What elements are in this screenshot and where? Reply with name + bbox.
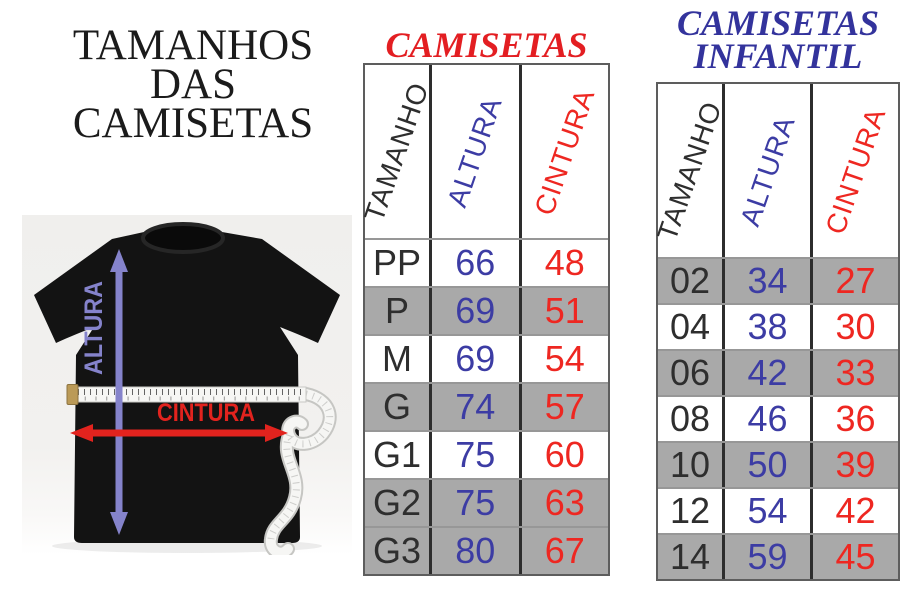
size-cell: 06 <box>669 352 711 393</box>
page-title-line-2: DAS <box>149 61 237 108</box>
tape-end-tab <box>66 384 79 405</box>
header-cell-cintura: CINTURA <box>518 65 609 238</box>
altura-cell: 75 <box>429 480 519 526</box>
size-cell: 10 <box>669 444 711 485</box>
kids-title-line-2: INFANTIL <box>693 36 863 76</box>
altura-cell: 59 <box>722 535 810 579</box>
page-title: TAMANHOS DAS CAMISETAS <box>33 22 353 147</box>
cintura-cell: 27 <box>810 259 898 303</box>
table-row: M 69 54 <box>365 334 608 382</box>
kids-table-header: TAMANHO ALTURA CINTURA <box>651 84 898 257</box>
table-row: 02 34 27 <box>658 257 898 303</box>
col-header-tamanho: TAMANHO <box>651 96 728 244</box>
size-cell: P <box>384 290 409 331</box>
header-cell-altura: ALTURA <box>722 84 810 257</box>
size-cell: 04 <box>669 306 711 347</box>
size-cell: 02 <box>669 260 711 301</box>
size-cell: G3 <box>372 530 422 571</box>
measuring-tape <box>66 384 337 555</box>
cintura-cell: 57 <box>518 384 609 430</box>
altura-cell: 69 <box>429 336 519 382</box>
cintura-cell: 48 <box>518 240 609 286</box>
page-title-line-1: TAMANHOS <box>72 22 314 69</box>
cintura-cell: 63 <box>518 480 609 526</box>
table-row: G 74 57 <box>365 382 608 430</box>
header-cell-tamanho: TAMANHO <box>651 84 727 257</box>
cintura-cell: 54 <box>518 336 609 382</box>
altura-cell: 42 <box>722 351 810 395</box>
size-cell: M <box>382 338 412 379</box>
altura-cell: 50 <box>722 443 810 487</box>
size-cell: 14 <box>669 536 711 577</box>
altura-cell: 66 <box>429 240 519 286</box>
tshirt-photo: ALTURA CINTURA <box>22 215 352 555</box>
table-row: G2 75 63 <box>365 478 608 526</box>
tshirt-measurement-graphic: ALTURA CINTURA <box>34 222 340 555</box>
size-cell: G <box>382 386 411 427</box>
altura-cell: 46 <box>722 397 810 441</box>
altura-cell: 74 <box>429 384 519 430</box>
cintura-cell: 39 <box>810 443 898 487</box>
table-row: 04 38 30 <box>658 303 898 349</box>
adult-size-table: TAMANHO ALTURA CINTURA PP 66 48 P 69 51 … <box>358 63 610 576</box>
size-cell: G2 <box>372 482 422 523</box>
header-cell-cintura: CINTURA <box>810 84 898 257</box>
cintura-cell: 51 <box>518 288 609 334</box>
cintura-cell: 42 <box>810 489 898 533</box>
cintura-cell: 60 <box>518 432 609 478</box>
size-cell: PP <box>372 242 422 283</box>
col-header-altura: ALTURA <box>441 92 509 211</box>
table-row: P 69 51 <box>365 286 608 334</box>
cintura-cell: 67 <box>518 528 609 574</box>
tape-curl <box>265 389 335 555</box>
altura-cell: 38 <box>722 305 810 349</box>
header-cell-altura: ALTURA <box>429 65 519 238</box>
col-header-tamanho: TAMANHO <box>358 77 435 225</box>
table-row: G1 75 60 <box>365 430 608 478</box>
col-header-cintura: CINTURA <box>528 84 601 219</box>
page-title-line-3: CAMISETAS <box>72 100 314 147</box>
kids-table-body: 02 34 27 04 38 30 06 42 33 08 46 36 10 5… <box>658 257 898 579</box>
altura-cell: 75 <box>429 432 519 478</box>
altura-cell: 34 <box>722 259 810 303</box>
altura-cell: 54 <box>722 489 810 533</box>
kids-title-line-1: CAMISETAS <box>676 3 880 43</box>
size-cell: 08 <box>669 398 711 439</box>
table-row: G3 80 67 <box>365 526 608 574</box>
adult-table-title: CAMISETAS <box>385 25 588 65</box>
altura-cell: 69 <box>429 288 519 334</box>
kids-table-title: CAMISETAS INFANTIL <box>648 3 908 76</box>
cintura-label: CINTURA <box>157 399 255 427</box>
header-cell-tamanho: TAMANHO <box>358 65 434 238</box>
col-header-altura: ALTURA <box>733 111 801 230</box>
table-row: 14 59 45 <box>658 533 898 579</box>
table-row: 10 50 39 <box>658 441 898 487</box>
size-cell: 12 <box>669 490 711 531</box>
table-row: PP 66 48 <box>365 238 608 286</box>
table-row: 08 46 36 <box>658 395 898 441</box>
height-arrow <box>110 249 128 535</box>
col-header-cintura: CINTURA <box>818 103 892 238</box>
altura-cell: 80 <box>429 528 519 574</box>
altura-label: ALTURA <box>80 281 108 375</box>
cintura-cell: 45 <box>810 535 898 579</box>
kids-size-table: TAMANHO ALTURA CINTURA 02 34 27 04 38 30… <box>651 82 900 581</box>
cintura-cell: 36 <box>810 397 898 441</box>
cintura-cell: 30 <box>810 305 898 349</box>
adult-table-header: TAMANHO ALTURA CINTURA <box>358 65 609 238</box>
waist-arrow <box>70 424 288 442</box>
size-cell: G1 <box>372 434 422 475</box>
shirt-collar <box>141 222 225 254</box>
adult-table-body: PP 66 48 P 69 51 M 69 54 G 74 57 G1 75 6… <box>365 238 608 574</box>
table-row: 06 42 33 <box>658 349 898 395</box>
table-row: 12 54 42 <box>658 487 898 533</box>
cintura-cell: 33 <box>810 351 898 395</box>
